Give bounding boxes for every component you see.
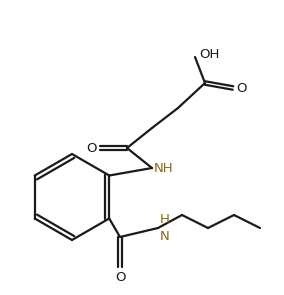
Text: OH: OH [199, 48, 219, 61]
Text: N: N [160, 230, 170, 243]
Text: NH: NH [154, 163, 174, 176]
Text: O: O [236, 83, 247, 96]
Text: O: O [87, 142, 97, 155]
Text: O: O [115, 271, 125, 284]
Text: H: H [160, 213, 170, 226]
